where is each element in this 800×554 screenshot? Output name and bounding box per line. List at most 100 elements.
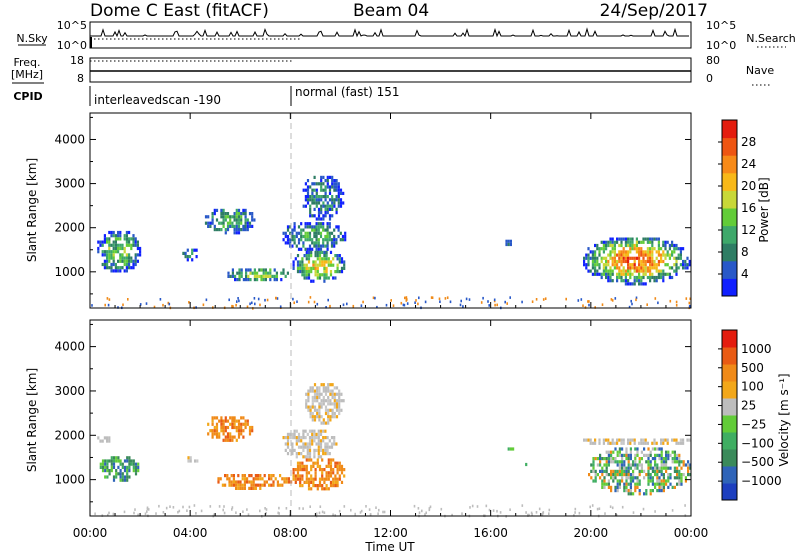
velocity-echo-cell — [243, 477, 246, 481]
velocity-echo-cell — [324, 411, 328, 416]
velocity-echo-cell — [680, 460, 683, 464]
power-echo-cell — [320, 182, 323, 186]
velocity-echo-cell — [623, 485, 626, 489]
velocity-echo-cell — [627, 476, 630, 480]
power-echo-cell — [305, 270, 308, 274]
velocity-echo-cell — [226, 477, 229, 481]
power-echo-cell — [300, 247, 303, 251]
velocity-echo-cell — [642, 441, 645, 445]
power-echo-cell — [335, 185, 338, 189]
power-echo-cell — [314, 270, 317, 274]
velocity-colorbar-band — [722, 347, 737, 365]
velocity-echo-cell — [228, 480, 231, 484]
power-echo-cell — [249, 278, 252, 282]
velocity-echo-cell — [313, 432, 316, 436]
power-echo-cell — [613, 263, 616, 267]
power-echo-cell — [312, 263, 315, 267]
power-echo-cell — [233, 218, 236, 222]
power-echo-cell — [328, 188, 332, 192]
velocity-echo-cell — [108, 439, 111, 443]
power-echo-cell — [688, 259, 691, 264]
velocity-echo-cell — [307, 484, 311, 488]
power-echo-cell — [293, 225, 296, 229]
velocity-echo-cell — [242, 422, 245, 426]
velocity-scatter-cell — [123, 510, 126, 514]
power-echo-cell — [313, 188, 316, 192]
power-echo-cell — [624, 256, 627, 260]
power-ytick-label: 2000 — [54, 221, 85, 235]
velocity-scatter-cell — [259, 509, 261, 513]
power-echo-cell — [311, 195, 314, 199]
velocity-colorbar-band — [722, 432, 737, 450]
velocity-echo-cell — [591, 441, 594, 445]
power-scatter-cell — [275, 296, 277, 300]
velocity-scatter-cell — [334, 514, 336, 517]
velocity-echo-cell — [627, 489, 630, 493]
velocity-echo-cell — [632, 473, 635, 477]
velocity-echo-cell — [610, 489, 613, 493]
power-echo-cell — [323, 270, 326, 274]
power-echo-cell — [618, 250, 621, 254]
power-echo-cell — [627, 272, 630, 276]
velocity-echo-cell — [268, 483, 271, 487]
velocity-echo-cell — [333, 386, 336, 390]
power-echo-cell — [605, 259, 608, 264]
power-echo-cell — [235, 212, 238, 216]
power-echo-cell — [119, 259, 122, 263]
velocity-echo-cell — [651, 479, 654, 483]
power-echo-cell — [103, 234, 106, 238]
velocity-echo-cell — [338, 389, 341, 393]
velocity-echo-cell — [634, 447, 637, 451]
power-echo-cell — [326, 211, 329, 215]
power-echo-cell — [673, 243, 676, 248]
velocity-echo-cell — [327, 487, 330, 491]
velocity-echo-cell — [228, 483, 231, 487]
velocity-echo-cell — [101, 439, 104, 443]
power-echo-cell — [594, 253, 597, 257]
power-scatter-cell — [631, 302, 633, 306]
velocity-scatter-cell — [309, 505, 311, 508]
nsky-tick-bottom: 10^0 — [57, 39, 87, 52]
power-echo-cell — [620, 269, 623, 273]
power-echo-cell — [660, 247, 663, 251]
power-echo-cell — [317, 231, 320, 235]
velocity-echo-cell — [616, 441, 619, 445]
velocity-echo-cell — [232, 474, 235, 478]
velocity-echo-cell — [314, 474, 317, 478]
velocity-echo-cell — [305, 399, 308, 403]
freq-label-line2: [MHz] — [11, 68, 43, 81]
velocity-echo-cell — [687, 469, 690, 473]
velocity-echo-cell — [244, 422, 247, 426]
power-echo-cells — [91, 175, 691, 310]
power-echo-cell — [611, 259, 614, 264]
velocity-echo-cell — [603, 485, 606, 489]
power-echo-cell — [642, 253, 645, 257]
velocity-echo-cell — [226, 435, 230, 439]
velocity-echo-cell — [307, 399, 310, 403]
velocity-echo-cell — [656, 482, 659, 486]
power-echo-cell — [602, 263, 605, 267]
velocity-echo-cell — [666, 438, 669, 442]
power-echo-cell — [121, 266, 124, 270]
power-echo-cell — [296, 260, 300, 264]
power-scatter-cell — [417, 302, 419, 306]
velocity-echo-cell — [629, 479, 632, 483]
power-echo-cell — [602, 269, 605, 273]
power-echo-cell — [97, 240, 100, 244]
power-echo-cell — [299, 270, 302, 274]
velocity-echo-cell — [246, 477, 249, 481]
power-echo-cell — [299, 260, 302, 264]
power-echo-cell — [110, 269, 113, 273]
power-echo-cell — [331, 198, 334, 202]
velocity-echo-cell — [605, 450, 608, 454]
velocity-echo-cell — [338, 411, 341, 416]
velocity-echo-cell — [627, 460, 630, 464]
velocity-echo-cell — [228, 477, 231, 481]
power-scatter-cell — [504, 300, 506, 304]
velocity-echo-cell — [338, 399, 341, 403]
power-echo-cell — [320, 204, 323, 208]
velocity-scatter-cell — [574, 511, 576, 514]
power-echo-cell — [618, 237, 621, 241]
velocity-scatter-cell — [509, 508, 511, 511]
velocity-echo-cell — [592, 457, 595, 461]
